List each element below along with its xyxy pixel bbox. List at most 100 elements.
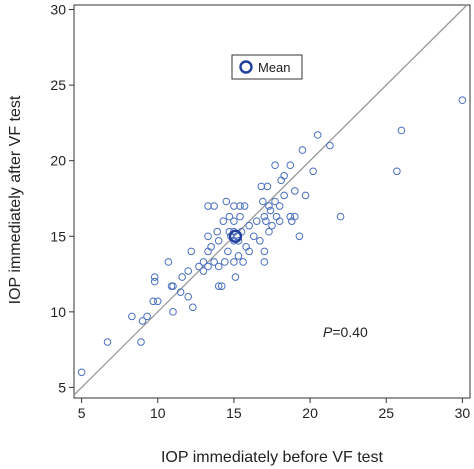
scatter-point <box>239 258 247 266</box>
scatter-point <box>257 182 266 191</box>
scatter-point <box>286 161 295 170</box>
scatter-point <box>204 202 212 210</box>
y-axis-label: IOP immediately after VF test <box>7 95 24 304</box>
scatter-point <box>143 312 151 321</box>
scatter-point <box>393 167 401 176</box>
scatter-point <box>210 258 218 266</box>
scatter-point <box>150 273 159 281</box>
scatter-point <box>252 217 261 225</box>
scatter-point <box>397 126 406 135</box>
scatter-point <box>178 273 186 281</box>
scatter-point <box>265 202 273 210</box>
x-tick-label: 5 <box>78 405 86 421</box>
scatter-point <box>214 237 223 245</box>
scatter-point <box>210 202 218 210</box>
scatter-point <box>256 237 264 245</box>
scatter-point <box>313 131 322 139</box>
scatter-point <box>268 221 276 230</box>
scatter-point <box>225 212 234 221</box>
scatter-point <box>219 217 228 225</box>
scatter-point <box>266 206 275 215</box>
scatter-point <box>153 297 162 306</box>
scatter-point <box>220 258 229 266</box>
x-tick-label: 30 <box>455 405 471 421</box>
scatter-point <box>236 202 244 210</box>
scatter-point <box>265 227 273 236</box>
scatter-point <box>199 258 208 266</box>
scatter-point <box>262 217 270 225</box>
scatter-point <box>150 277 159 286</box>
plot-frame <box>73 4 471 399</box>
y-tick-label: 10 <box>50 304 66 320</box>
scatter-point <box>458 96 467 105</box>
scatter-point <box>301 191 310 200</box>
scatter-point <box>275 217 284 225</box>
scatter-point <box>213 227 221 236</box>
scatter-point <box>263 182 272 191</box>
x-tick-label: 15 <box>226 405 242 421</box>
scatter-point <box>195 262 203 271</box>
scatter-point <box>271 197 279 206</box>
scatter-point <box>204 232 212 241</box>
scatter-point <box>169 282 177 290</box>
scatter-point <box>245 221 253 230</box>
legend: Mean <box>231 54 303 80</box>
scatter-point <box>222 197 231 206</box>
scatter-point <box>280 172 288 180</box>
scatter-point <box>336 212 345 221</box>
scatter-point <box>286 212 295 221</box>
identity-reference-line <box>73 4 468 396</box>
scatter-point <box>187 247 196 256</box>
scatter-point <box>245 247 253 256</box>
p-value-annotation: P=0.40 <box>323 324 368 340</box>
legend-marker <box>239 60 253 74</box>
legend-box <box>231 54 303 80</box>
scatter-point <box>230 217 238 225</box>
scatter-point <box>176 288 185 296</box>
scatter-point <box>234 252 243 260</box>
y-tick-label: 15 <box>50 228 66 244</box>
scatter-point <box>128 312 136 321</box>
scatter-point <box>275 202 284 210</box>
y-tick-label: 30 <box>50 2 66 18</box>
scatter-point <box>214 262 223 271</box>
scatter-point <box>230 258 238 266</box>
y-tick-label: 20 <box>50 153 66 169</box>
scatter-point <box>309 167 317 176</box>
scatter-point <box>217 282 226 290</box>
scatter-point <box>77 368 86 377</box>
scatter-point <box>260 247 269 256</box>
data-points <box>77 96 467 377</box>
scatter-point <box>260 258 269 266</box>
scatter-point <box>169 308 177 316</box>
scatter-point <box>138 317 147 325</box>
scatter-point <box>240 202 249 210</box>
scatter-point <box>271 161 279 170</box>
x-tick-label: 25 <box>378 405 394 421</box>
p-value: =0.40 <box>332 324 368 340</box>
scatter-point <box>291 187 299 195</box>
scatter-point <box>204 262 212 271</box>
scatter-point <box>236 212 244 221</box>
y-axis-ticks: 5 10 15 20 25 30 <box>50 2 74 395</box>
x-axis-ticks: 5 10 15 20 25 30 <box>78 398 471 421</box>
scatter-point <box>137 338 145 346</box>
scatter-point <box>249 232 258 241</box>
scatter-point <box>326 141 334 150</box>
scatter-point <box>260 212 269 221</box>
scatter-point <box>280 191 288 200</box>
scatter-point <box>230 202 238 210</box>
legend-label: Mean <box>258 60 291 75</box>
scatter-point <box>207 243 215 251</box>
scatter-point <box>298 146 307 154</box>
scatter-point <box>103 338 112 346</box>
scatter-point <box>224 247 232 256</box>
scatter-point <box>199 267 208 275</box>
y-tick-label: 25 <box>50 77 66 93</box>
scatter-point <box>214 282 223 290</box>
x-tick-label: 20 <box>302 405 318 421</box>
scatter-point <box>189 303 197 312</box>
y-tick-label: 5 <box>58 379 66 395</box>
scatter-point <box>164 258 173 266</box>
